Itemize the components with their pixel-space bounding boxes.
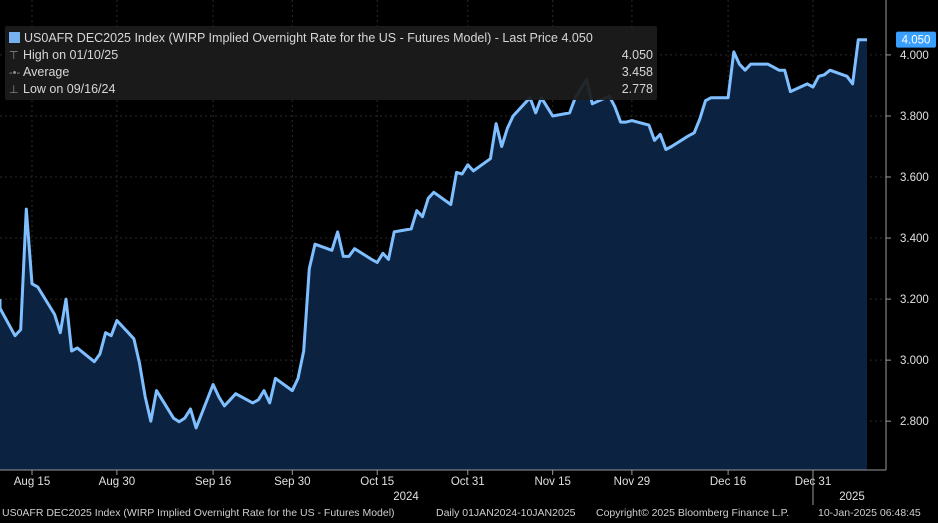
legend-average-row: -•- Average 3.458 [9, 65, 653, 79]
x-tick-label: Oct 15 [360, 476, 394, 488]
legend-high-value: 4.050 [621, 48, 653, 62]
x-tick-label: Oct 31 [451, 476, 485, 488]
last-price-badge-bg [896, 31, 936, 48]
y-tick-label: 4.000 [900, 50, 929, 62]
x-tick-label: Dec 16 [710, 476, 746, 488]
series-swatch [9, 32, 20, 43]
legend-title: US0AFR DEC2025 Index (WIRP Implied Overn… [24, 31, 558, 45]
x-tick-label: Aug 15 [14, 476, 50, 488]
year-label: 2025 [839, 491, 865, 503]
y-tick-label: 2.800 [900, 416, 929, 428]
y-tick-label: 3.200 [900, 294, 929, 306]
footer-copyright: Copyright© 2025 Bloomberg Finance L.P. [596, 507, 790, 519]
legend-low-row: ⊥ Low on 09/16/24 2.778 [9, 82, 653, 96]
legend-high-label: High on 01/10/25 [23, 48, 119, 62]
x-tick-label: Nov 29 [614, 476, 650, 488]
y-tick-label: 3.600 [900, 172, 929, 184]
legend-low-label: Low on 09/16/24 [23, 82, 116, 96]
series-line [0, 38, 867, 430]
x-tick-label: Sep 30 [274, 476, 310, 488]
x-tick-label: Nov 15 [534, 476, 570, 488]
chart-footer: US0AFR DEC2025 Index (WIRP Implied Overn… [0, 505, 938, 523]
footer-timestamp: 10-Jan-2025 06:48:45 [818, 507, 921, 519]
x-tick-labels: Aug 15 Aug 30 Sep 16 Sep 30 Oct 15 Oct 31 Nov … [14, 470, 865, 505]
y-tick-labels: 2.800 3.000 3.200 3.400 3.600 3.800 4.000 [886, 50, 929, 428]
last-price-badge-text: 4.050 [902, 35, 931, 47]
high-glyph-icon: ⊤ [9, 50, 19, 62]
y-tick-label: 3.000 [900, 355, 929, 367]
legend-low-value: 2.778 [621, 82, 653, 96]
series-area [0, 39, 867, 470]
low-glyph-icon: ⊥ [9, 84, 19, 96]
last-price-badge: 4.050 [896, 31, 936, 48]
average-glyph-icon: -•- [9, 67, 21, 79]
x-tick-label: Sep 16 [195, 476, 231, 488]
y-tick-label: 3.400 [900, 233, 929, 245]
legend-average-label: Average [23, 65, 70, 79]
legend-high-row: ⊤ High on 01/10/25 4.050 [9, 48, 653, 62]
footer-period: Daily 01JAN2024-10JAN2025 [436, 507, 576, 519]
y-tick-label: 3.800 [900, 111, 929, 123]
x-tick-label: Aug 30 [99, 476, 135, 488]
legend-last-price: 4.050 [561, 31, 593, 45]
legend-title-row: US0AFR DEC2025 Index (WIRP Implied Overn… [9, 31, 653, 45]
footer-description: US0AFR DEC2025 Index (WIRP Implied Overn… [2, 507, 395, 519]
chart-legend: US0AFR DEC2025 Index (WIRP Implied Overn… [5, 26, 657, 100]
year-label: 2024 [393, 491, 419, 503]
legend-average-value: 3.458 [621, 65, 653, 79]
